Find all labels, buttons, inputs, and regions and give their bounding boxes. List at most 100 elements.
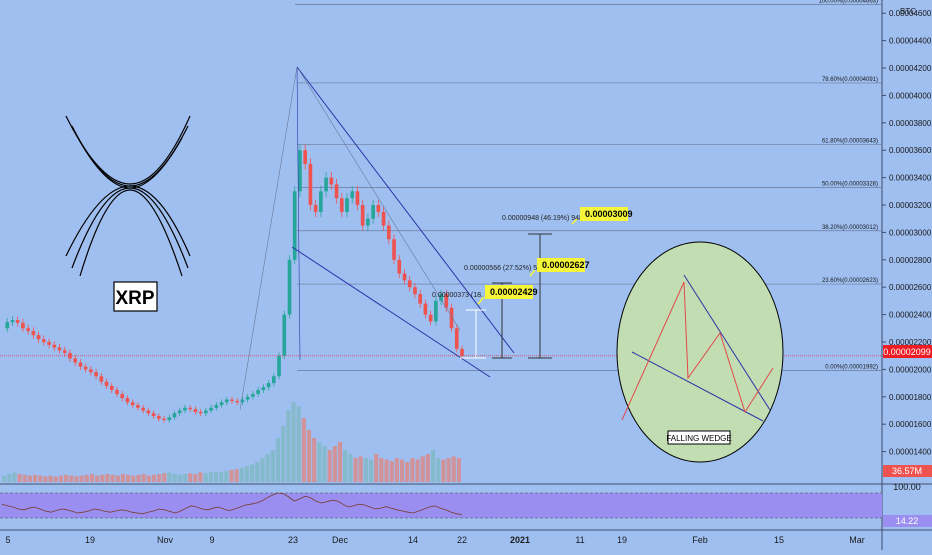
volume-bar xyxy=(17,474,22,482)
volume-bar xyxy=(188,473,193,482)
volume-bar xyxy=(43,476,48,482)
candle-body xyxy=(125,398,130,403)
candle-body xyxy=(89,369,93,373)
fibonacci-retracement[interactable]: 100.00%(0.00004663) 78.60%(0.00004091) 61.… xyxy=(295,0,882,371)
wedge-lower-line[interactable] xyxy=(291,246,491,378)
candle-body xyxy=(407,280,412,288)
candle-body xyxy=(172,413,177,418)
volume-bar xyxy=(353,458,358,482)
candle-body xyxy=(277,355,281,377)
candle-body xyxy=(386,225,391,240)
candle-body xyxy=(224,399,229,403)
candle-body xyxy=(115,389,119,395)
candle-body xyxy=(120,394,125,399)
xrp-curves-graphic xyxy=(65,115,191,277)
volume-bar xyxy=(182,474,188,482)
price-axis[interactable]: 0.00004600 0.00004400 0.00004200 0.00004000… xyxy=(882,9,932,457)
price-tick-label: 0.00003000 xyxy=(889,228,932,237)
candle-body xyxy=(78,362,83,367)
volume-bar xyxy=(100,474,105,482)
volume-bar xyxy=(265,454,270,482)
price-tick-label: 0.00004200 xyxy=(889,64,932,73)
time-tick-label: 15 xyxy=(774,535,784,545)
candle-body xyxy=(15,320,20,323)
candle-body xyxy=(156,415,161,419)
volume-bar xyxy=(69,475,74,482)
volume-bar xyxy=(420,456,425,482)
volume-bar xyxy=(250,464,255,482)
volume-bar xyxy=(384,459,389,482)
price-tick-label: 0.00004000 xyxy=(889,91,932,100)
range-3-measure: 0.00000373 (18. xyxy=(432,292,483,299)
volume-bar xyxy=(275,438,281,482)
candle-body xyxy=(204,410,208,414)
candle-body xyxy=(41,339,46,343)
volume-bar xyxy=(89,474,94,482)
wedge-upper-line[interactable] xyxy=(296,66,515,354)
volume-bar xyxy=(157,474,162,482)
fib-level-label: 23.60%(0.00002623) xyxy=(822,278,878,284)
candle-body xyxy=(376,205,381,212)
candle-body xyxy=(381,211,386,226)
candle-body xyxy=(350,191,355,199)
target-1-pointer xyxy=(571,218,578,225)
time-tick-label: Dec xyxy=(332,535,349,545)
candle-body xyxy=(366,218,370,226)
volume-bar xyxy=(394,458,399,482)
candle-body xyxy=(449,307,454,329)
candle-body xyxy=(162,418,166,421)
fib-level-label: 50.00%(0.00003328) xyxy=(822,181,878,187)
time-tick-label: Mar xyxy=(849,535,865,545)
candle-body xyxy=(10,320,15,323)
xrp-logo-text: XRP xyxy=(115,288,154,309)
price-range-tools[interactable]: 0.00000948 (46.19%) 948 0.00000566 (27.5… xyxy=(432,207,633,359)
candle-body xyxy=(266,383,271,388)
candle-body xyxy=(109,385,114,390)
price-tick-label: 0.00003400 xyxy=(889,174,932,183)
volume-bar xyxy=(48,475,53,482)
volume-bar xyxy=(436,458,441,482)
candle-body xyxy=(251,394,255,397)
price-tick-label: 0.00001600 xyxy=(889,420,932,429)
volume-bar xyxy=(379,458,384,482)
candle-body xyxy=(397,259,402,274)
time-tick-label: 19 xyxy=(85,535,95,545)
volume-bar xyxy=(415,459,420,482)
volume-bar xyxy=(312,438,317,482)
volume-bar xyxy=(208,472,213,482)
candle-body xyxy=(136,405,140,408)
target-1-box xyxy=(580,207,628,221)
candles xyxy=(5,144,464,423)
volume-bar xyxy=(38,475,43,482)
volume-bar xyxy=(95,475,100,482)
volume-bar xyxy=(58,475,63,482)
time-tick-label: Feb xyxy=(692,535,708,545)
candle-body xyxy=(146,410,151,414)
volume-bar xyxy=(167,472,172,482)
wedge-trendlines[interactable] xyxy=(239,66,515,411)
candle-body xyxy=(460,348,464,356)
candle-body xyxy=(219,402,224,406)
time-tick-label: 5 xyxy=(5,535,10,545)
volume-bar xyxy=(451,456,456,482)
time-axis[interactable]: 5 19 Nov 9 23 Dec 14 22 2021 11 19 Feb 15 Mar xyxy=(5,535,864,545)
volume-bar xyxy=(7,474,12,482)
volume-bar xyxy=(291,402,296,482)
candle-body xyxy=(5,322,10,329)
volume-bar xyxy=(213,471,219,482)
price-tick-label: 0.00001800 xyxy=(889,393,932,402)
volume-bar xyxy=(12,472,17,482)
price-tick-label: 0.00003200 xyxy=(889,201,932,210)
candle-body xyxy=(36,335,41,340)
volume-value: 36.57M xyxy=(892,466,922,476)
time-tick-label: 11 xyxy=(575,535,584,545)
candle-body xyxy=(418,294,423,304)
volume-bar xyxy=(172,474,177,482)
volume-bar xyxy=(327,450,332,482)
volume-bar xyxy=(348,454,353,482)
candle-body xyxy=(334,184,339,199)
volume-bar xyxy=(53,476,58,482)
candle-body xyxy=(402,273,407,281)
